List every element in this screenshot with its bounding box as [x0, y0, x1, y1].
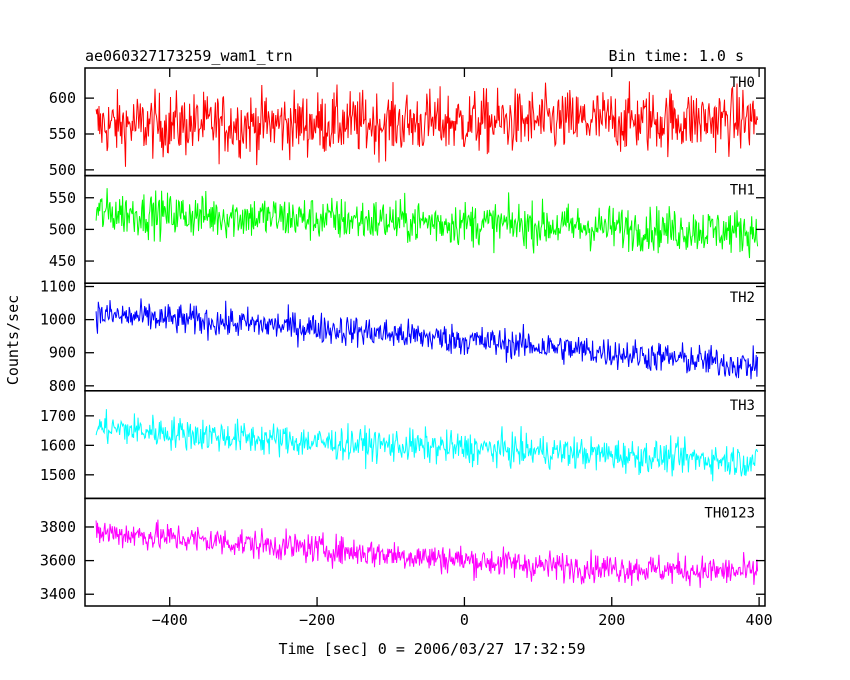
series-line-th0 [95, 81, 759, 167]
y-tick-label: 600 [49, 89, 76, 107]
y-tick-label: 1600 [40, 436, 76, 454]
y-tick-label: 450 [49, 252, 76, 270]
y-tick-label: 800 [49, 377, 76, 395]
panel-frame [84, 174, 766, 284]
y-tick-label: 3800 [40, 518, 76, 536]
x-tick-label: −200 [299, 611, 335, 629]
y-tick-label: 500 [49, 161, 76, 179]
y-tick-label: 1100 [40, 278, 76, 296]
panel-th2: 800 900 1000 1100 TH2 [40, 278, 766, 395]
x-tick-label: 400 [746, 611, 773, 629]
x-axis-label: Time [sec] 0 = 2006/03/27 17:32:59 [278, 640, 585, 658]
y-tick-label: 1000 [40, 311, 76, 329]
y-tick-label: 1700 [40, 407, 76, 425]
series-line-th2 [95, 298, 759, 380]
panel-th0123: 3400 3600 3800 TH0123 [40, 497, 766, 607]
series-line-th0123 [95, 519, 759, 588]
series-line-th3 [95, 409, 759, 482]
observation-title: ae060327173259_wam1_trn [85, 47, 293, 65]
series-label-th0123: TH0123 [704, 505, 755, 521]
y-tick-label: 3600 [40, 552, 76, 570]
y-tick-label: 900 [49, 344, 76, 362]
panel-frame [84, 497, 766, 607]
series-label-th2: TH2 [730, 290, 755, 306]
panel-th1: 450 500 550 TH1 [49, 174, 766, 284]
panel-stack: 500 550 600 TH0 450 500 550 TH1 800 900 1000 1100 TH… [40, 67, 766, 607]
y-tick-label: 550 [49, 189, 76, 207]
y-tick-label: 550 [49, 125, 76, 143]
series-line-th1 [95, 188, 759, 259]
x-tick-label: 0 [460, 611, 469, 629]
bin-time-label: Bin time: 1.0 s [609, 47, 744, 65]
panel-th0: 500 550 600 TH0 [49, 67, 766, 179]
x-tick-label: 200 [598, 611, 625, 629]
y-tick-label: 3400 [40, 585, 76, 603]
y-tick-label: 500 [49, 220, 76, 238]
y-tick-label: 1500 [40, 466, 76, 484]
y-axis-label: Counts/sec [4, 295, 22, 385]
series-label-th1: TH1 [730, 183, 755, 199]
series-label-th0: TH0 [730, 75, 755, 91]
series-label-th3: TH3 [730, 398, 755, 414]
x-tick-label: −400 [152, 611, 188, 629]
panel-th3: 1500 1600 1700 TH3 [40, 390, 766, 500]
x-axis: −400 −200 0 200 400 [152, 68, 773, 629]
